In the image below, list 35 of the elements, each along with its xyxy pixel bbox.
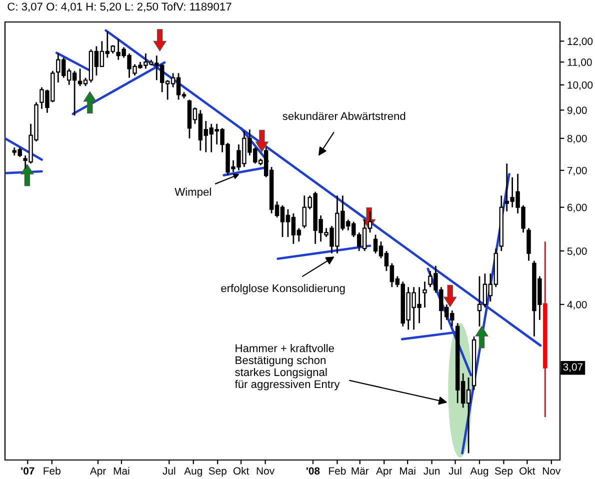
y-tick-label: 12,00 [568, 38, 593, 46]
annotation: Hammer + kraftvolle Bestätigung schon starkes Longsignal für aggressiven Entry [234, 344, 340, 390]
y-tick-label: 9,00 [567, 106, 587, 116]
y-tick-label: 11,00 [568, 58, 592, 68]
y-tick-label: 10,00 [568, 81, 593, 90]
x-tick-label: Feb [329, 466, 346, 475]
x-tick-label: '08 [306, 467, 320, 475]
annotation: erfolglose Konsolidierung [221, 284, 345, 294]
x-tick-label: Feb [44, 466, 60, 475]
x-tick-label: Sep [494, 467, 513, 477]
x-tick-label: Apr [90, 467, 106, 477]
x-tick-label: Mär [352, 467, 369, 475]
x-tick-label: Jul [162, 466, 176, 475]
x-tick-label: Mai [400, 466, 416, 475]
annotation: Wimpel [174, 188, 211, 198]
y-tick-label: 7,00 [567, 166, 587, 176]
x-tick-label: Okt [520, 466, 536, 475]
y-tick-label: 4,00 [567, 300, 587, 310]
x-tick-label: Sep [208, 467, 226, 477]
annotation: sekundärer Abwärtstrend [282, 112, 406, 120]
x-tick-label: Nov [256, 467, 275, 475]
x-tick-label: Apr [376, 467, 392, 477]
annotation: 3,07 [563, 363, 583, 372]
x-tick-label: Nov [542, 467, 561, 475]
x-tick-label: Aug [184, 467, 202, 477]
y-tick-label: 6,00 [567, 204, 587, 212]
x-tick-label: Aug [470, 467, 488, 477]
x-tick-label: Jul [448, 466, 462, 475]
x-tick-label: Jun [424, 467, 440, 475]
x-tick-label: Mai [114, 466, 130, 475]
y-tick-label: 5,00 [567, 247, 587, 256]
x-tick-label: Okt [233, 466, 250, 475]
y-tick-label: 8,00 [567, 134, 587, 144]
chart-title: C: 3,07 O: 4,01 H: 5,20 L: 2,50 TofV: 1189017 [8, 2, 232, 12]
x-tick-label: '07 [21, 467, 34, 475]
